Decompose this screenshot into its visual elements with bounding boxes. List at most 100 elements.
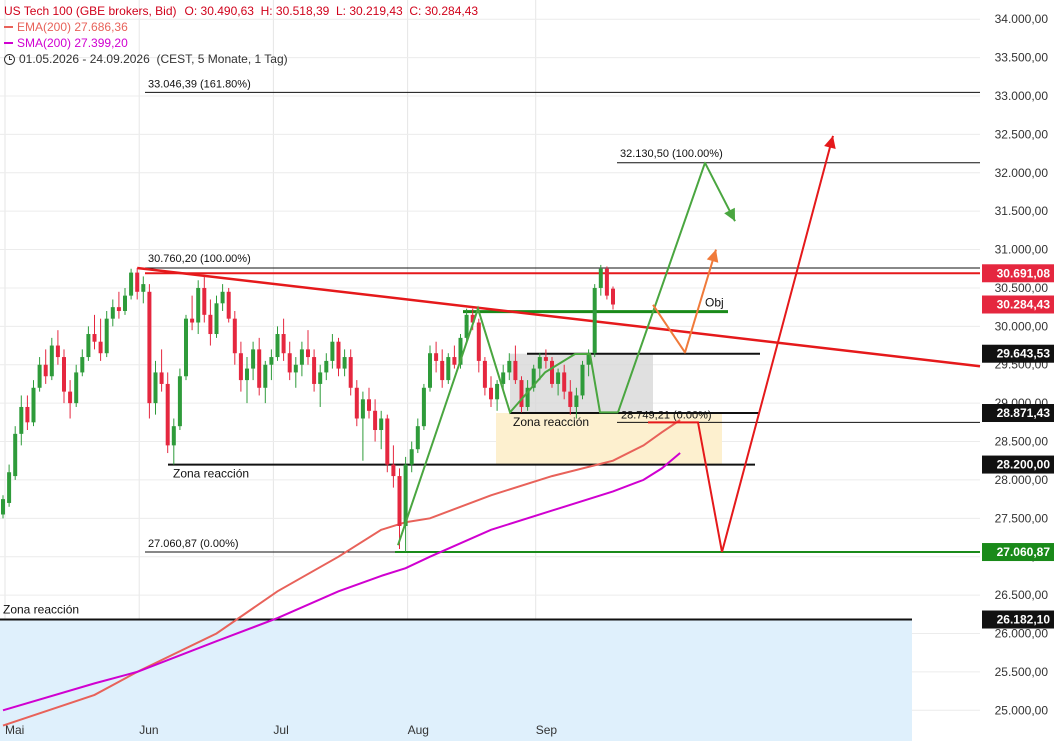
candle-body	[318, 372, 323, 384]
y-tick-label: 25.000,00	[995, 703, 1049, 717]
candle-body	[336, 341, 341, 369]
candle-body	[604, 268, 609, 296]
candle-body	[251, 349, 256, 369]
candle-body	[153, 372, 158, 404]
candle-body	[25, 406, 30, 423]
candle-body	[367, 399, 371, 411]
candle-body	[123, 295, 127, 311]
clock-icon	[4, 53, 15, 65]
candle-body	[391, 464, 396, 477]
orange-projection-arrow	[652, 249, 717, 354]
green-projection-arrow-head	[724, 207, 735, 222]
price-box	[982, 295, 1054, 314]
candle-body	[202, 287, 207, 315]
candle-body	[116, 307, 121, 311]
candle-body	[171, 426, 176, 446]
y-tick-label: 30.500,00	[995, 281, 1049, 295]
candle-body	[495, 383, 500, 400]
candle-body	[37, 364, 42, 388]
candle-body	[43, 364, 48, 377]
candle-body	[598, 268, 603, 288]
candle-body	[403, 464, 408, 526]
y-tick-label: 26.500,00	[995, 588, 1049, 602]
candle-body	[543, 357, 548, 361]
candle-body	[580, 364, 585, 396]
sma-swatch	[4, 42, 13, 44]
candle-body	[13, 433, 18, 477]
red-rally-arrow-head	[824, 135, 836, 150]
candle-body	[293, 364, 298, 373]
instrument-title: US Tech 100 (GBE brokers, Bid)	[4, 4, 177, 18]
candle-body	[360, 399, 365, 419]
sma-label: SMA(200)	[17, 36, 72, 50]
x-tick-label: Aug	[408, 723, 429, 737]
candle-body	[299, 349, 304, 365]
candle-body	[190, 318, 195, 323]
candle-body	[257, 349, 262, 388]
candle-body	[519, 380, 524, 407]
candle-body	[513, 360, 518, 381]
y-tick-label: 31.000,00	[995, 243, 1049, 257]
candle-body	[537, 357, 542, 369]
candle-body	[1, 499, 5, 515]
candle-body	[421, 387, 426, 427]
price-box-label: 29.643,53	[997, 347, 1051, 361]
y-tick-label: 33.000,00	[995, 89, 1049, 103]
candle-body	[482, 360, 487, 388]
candle-body	[263, 364, 268, 388]
reaction-zone-blue	[0, 619, 912, 741]
candle-body	[556, 372, 561, 384]
x-tick-label: Sep	[536, 723, 558, 737]
candle-body	[525, 387, 530, 407]
candle-body	[354, 387, 359, 419]
ema-swatch	[4, 26, 13, 28]
candle-body	[184, 318, 188, 377]
candle-body	[80, 357, 85, 373]
candle-body	[214, 303, 219, 335]
candle-body	[415, 426, 420, 450]
level-label-28749: 28.749,21 (0.00%)	[621, 409, 712, 421]
price-box-label: 28.871,43	[997, 406, 1051, 420]
y-tick-label: 34.000,00	[995, 12, 1049, 26]
candle-body	[464, 314, 469, 338]
candle-body	[458, 337, 463, 365]
candle-body	[141, 284, 146, 292]
candle-body	[574, 395, 579, 407]
candle-body	[269, 357, 274, 365]
candle-body	[489, 387, 493, 400]
candle-body	[226, 291, 231, 319]
price-box	[982, 543, 1054, 562]
price-box	[982, 344, 1054, 363]
candle-body	[68, 391, 73, 404]
y-tick-label: 32.000,00	[995, 166, 1049, 180]
candle-body	[440, 360, 445, 381]
candle-body	[434, 353, 439, 361]
candle-body	[507, 360, 512, 373]
candle-body	[409, 449, 414, 465]
candle-body	[586, 353, 591, 365]
green-pattern-path	[397, 305, 618, 546]
candle-body	[324, 360, 329, 373]
candle-body	[165, 383, 170, 446]
candle-body	[476, 322, 481, 361]
x-tick-label: Mai	[5, 723, 24, 737]
level-label-27060: 27.060,87 (0.00%)	[148, 538, 239, 550]
sma-value: 27.399,20	[74, 36, 128, 50]
y-tick-label: 25.500,00	[995, 665, 1049, 679]
candle-body	[159, 372, 164, 384]
candle-body	[568, 391, 573, 407]
candle-body	[129, 272, 134, 296]
candle-body	[220, 291, 225, 304]
price-box-label: 30.284,43	[997, 298, 1051, 312]
candle-body	[275, 334, 280, 358]
candle-body	[281, 334, 286, 354]
candle-body	[348, 357, 353, 388]
price-box	[982, 610, 1054, 629]
y-tick-label: 28.500,00	[995, 435, 1049, 449]
candle-body	[7, 472, 12, 503]
candle-body	[208, 314, 213, 335]
legend-ema-row: EMA(200) 27.686,36	[4, 19, 478, 35]
obj-label: Obj	[705, 296, 724, 310]
zone-label-upper: Zona reacción	[513, 415, 589, 429]
